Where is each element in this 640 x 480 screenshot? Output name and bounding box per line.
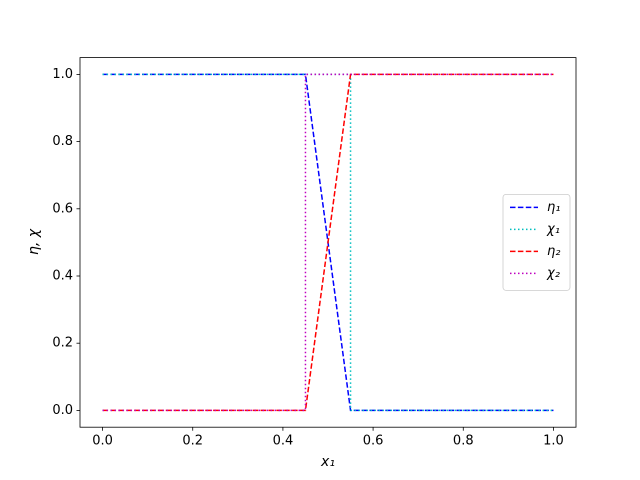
y-tick-label: 1.0 — [52, 67, 73, 82]
x-tick-label: 0.8 — [453, 434, 474, 449]
y-tick-label: 0.2 — [52, 336, 73, 351]
y-tick-label: 0.0 — [52, 403, 73, 418]
x-tick-label: 0.0 — [92, 434, 113, 449]
legend-label: χ₁ — [546, 222, 560, 237]
y-axis-label: η, χ — [26, 228, 42, 255]
x-axis-label: x₁ — [320, 454, 335, 470]
legend-label: η₁ — [547, 200, 560, 215]
legend-label: χ₂ — [546, 266, 560, 281]
y-tick-label: 0.4 — [52, 269, 73, 284]
y-tick-label: 0.8 — [52, 134, 73, 149]
series-line — [102, 73, 554, 412]
x-tick-label: 0.6 — [363, 434, 384, 449]
legend-box — [502, 193, 571, 291]
x-tick-label: 0.4 — [273, 434, 294, 449]
plot-frame — [79, 57, 577, 428]
legend: η₁ χ₁ η₂ χ₂ — [502, 193, 571, 291]
x-tick-label: 0.2 — [182, 434, 203, 449]
legend-label: η₂ — [547, 244, 560, 259]
x-tick-label: 1.0 — [543, 434, 564, 449]
y-tick-label: 0.6 — [52, 201, 73, 216]
series-line — [102, 73, 554, 412]
